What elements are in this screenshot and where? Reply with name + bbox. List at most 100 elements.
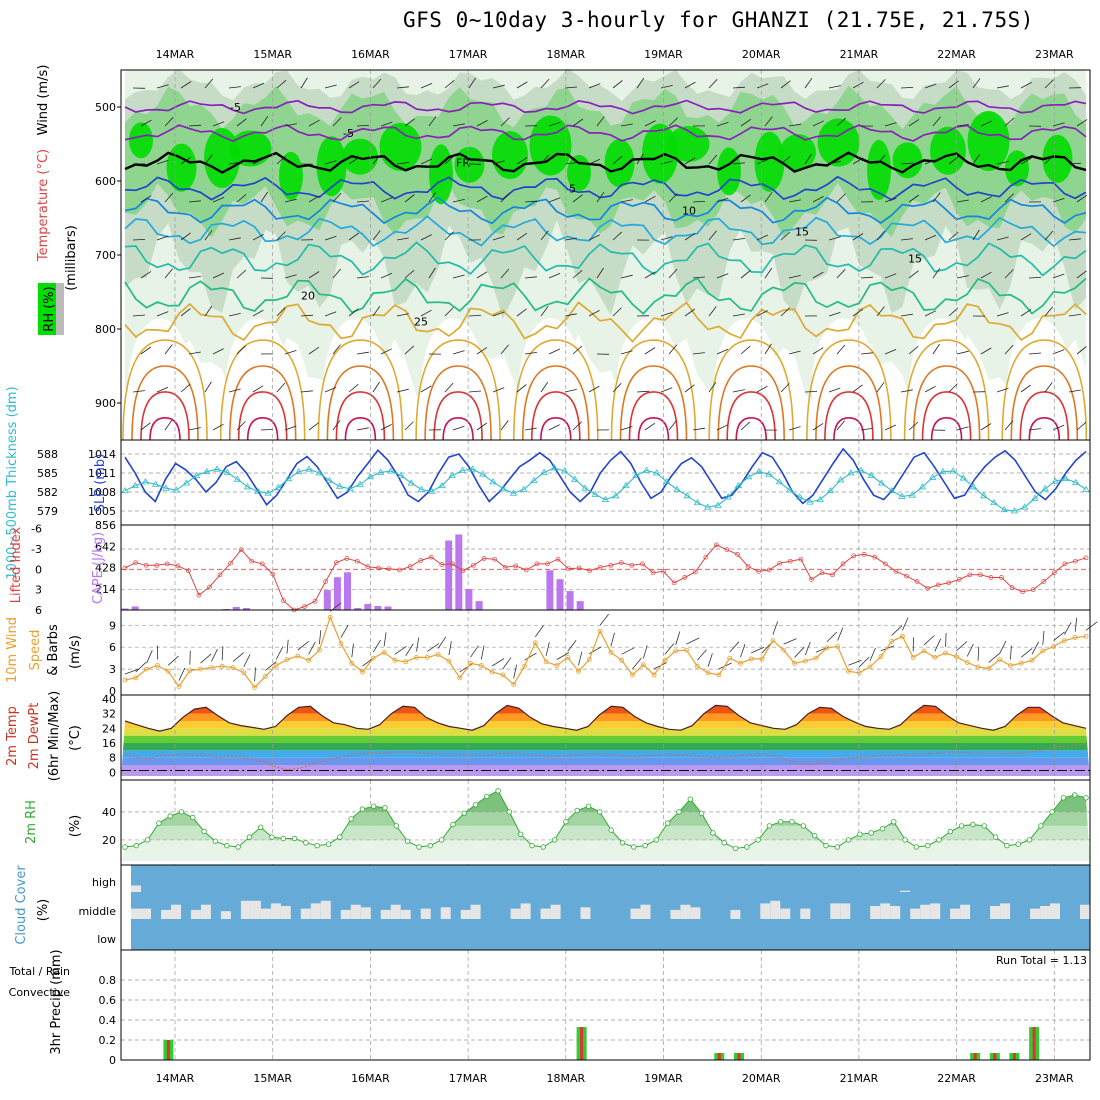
cloud-middle-bar	[390, 904, 401, 919]
wind-barb	[468, 77, 476, 89]
wind-barb	[180, 156, 192, 165]
precip-conv-bar	[993, 1053, 997, 1060]
isotherm-line	[124, 196, 1087, 225]
lifted-marker	[545, 561, 550, 567]
date-axes: 14MAR 14MAR 15MAR 15MAR 16MAR 16MAR 17MAR 17MAR…	[156, 48, 1074, 1085]
wind-barb	[812, 120, 824, 127]
wind-barb	[788, 123, 801, 127]
lifted-marker	[555, 556, 561, 562]
wind10-marker	[1029, 657, 1035, 663]
wind-barb	[804, 391, 818, 393]
lifted-marker	[914, 579, 920, 584]
cloud-middle-bar	[1040, 906, 1051, 919]
wind-barb	[180, 383, 191, 393]
cape-bar	[354, 608, 362, 610]
wind-barb	[572, 269, 583, 279]
rh-marker	[992, 834, 999, 840]
wind-barb	[276, 231, 286, 241]
lifted-index-line	[124, 544, 1087, 611]
label-lifted: Lifted Index	[9, 526, 24, 603]
wind-barb	[980, 347, 992, 355]
cloud-middle-bar	[840, 903, 851, 919]
wind-barb	[668, 193, 678, 203]
wind-barb	[1044, 382, 1053, 393]
warm-contour	[228, 365, 297, 441]
wind-tick: 3	[109, 663, 116, 676]
thickness-marker	[305, 465, 313, 472]
lifted-marker	[650, 570, 656, 576]
rh-marker	[1071, 792, 1078, 798]
wind10-barb	[675, 631, 681, 646]
thickness-marker	[213, 465, 221, 472]
wind-barb	[684, 233, 696, 241]
wind-barb	[644, 195, 656, 203]
temp-tick: 24	[102, 722, 116, 735]
rh-marker	[224, 842, 230, 849]
wind-barb	[540, 78, 550, 89]
rh-marker	[1060, 795, 1067, 801]
lifted-marker	[534, 561, 540, 567]
warm-contour	[317, 339, 404, 441]
wind-barb	[476, 271, 488, 279]
cloud-middle-bar	[340, 909, 351, 919]
wind10-marker	[792, 660, 797, 666]
lifted-marker	[175, 563, 181, 569]
wind-barb	[348, 232, 360, 241]
thickness-marker	[295, 467, 303, 475]
precip-panel: Run Total = 1.13 0 0.2 0.4 0.6 0.8	[99, 949, 1091, 1067]
wind-barb	[900, 238, 913, 241]
isotherm-line	[124, 175, 1087, 201]
wind-barb	[156, 311, 169, 317]
wind10-barb	[1085, 621, 1098, 631]
wind10-panel: 0 3 6 9	[109, 602, 1098, 698]
lifted-marker	[418, 558, 424, 563]
thickness-marker	[724, 493, 732, 500]
wind-barb	[564, 313, 577, 317]
wind-barb	[452, 425, 465, 431]
wind-barb	[404, 269, 415, 279]
warm-contour	[806, 339, 892, 441]
thickness-marker	[847, 469, 855, 476]
wind-barb	[540, 306, 549, 317]
cape-bar	[475, 601, 483, 610]
lifted-marker	[259, 561, 265, 567]
wind-barb	[956, 275, 969, 279]
wind-barb	[668, 344, 678, 355]
thickness-marker	[744, 473, 753, 480]
rh-marker	[235, 844, 241, 850]
lifted-tick: -3	[31, 543, 42, 556]
wind-barb	[852, 384, 863, 393]
wind-barb	[396, 162, 409, 165]
wind10-marker	[576, 668, 581, 674]
date-label-bottom: 17MAR	[449, 1072, 488, 1085]
isotherm-line	[124, 301, 1087, 343]
wind10-barb	[902, 617, 909, 631]
wind10-marker	[770, 638, 776, 643]
rh-gap	[421, 318, 486, 459]
cloud-middle-bar	[220, 911, 231, 919]
wind-barb	[540, 154, 550, 165]
cape-bar	[323, 590, 331, 610]
date-label-top: 19MAR	[644, 48, 683, 61]
thickness-marker	[581, 484, 589, 491]
warm-contour	[513, 339, 599, 441]
wind-barb	[236, 421, 246, 431]
cloud-middle-bar	[730, 909, 741, 919]
wind-barb	[372, 78, 382, 89]
wind10-barb	[567, 639, 577, 652]
thickness-marker	[622, 481, 630, 489]
rh-marker	[597, 809, 603, 815]
wind10-marker	[878, 654, 884, 660]
temp-line	[124, 704, 1087, 732]
wind-barb	[684, 157, 696, 165]
wind-barb	[572, 118, 584, 127]
wind-barb	[780, 307, 790, 317]
label-wind10-unit: (m/s)	[68, 635, 83, 669]
wind10-marker	[554, 663, 560, 668]
rh-gap	[811, 318, 876, 459]
wind10-barb	[124, 668, 139, 675]
wind10-marker	[1072, 635, 1078, 641]
wind10-barb	[858, 656, 870, 668]
cape-bar	[556, 579, 564, 610]
thickness-marker	[274, 483, 283, 490]
